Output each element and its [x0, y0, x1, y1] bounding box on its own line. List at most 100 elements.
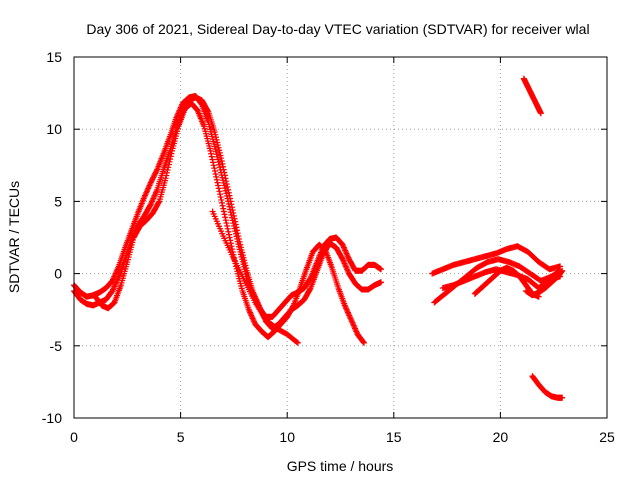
data-point: [167, 153, 174, 160]
data-point: [162, 175, 169, 182]
data-point: [222, 217, 229, 224]
data-point: [167, 156, 174, 163]
series-track-10: [520, 75, 544, 117]
data-point: [307, 286, 314, 293]
chart-title: Day 306 of 2021, Sidereal Day-to-day VTE…: [86, 21, 589, 37]
data-point: [210, 159, 217, 166]
y-tick-label: 0: [54, 266, 62, 282]
data-point: [204, 107, 211, 114]
y-tick-label: 5: [54, 193, 62, 209]
data-point: [215, 185, 222, 192]
data-point: [210, 162, 217, 169]
data-point: [221, 172, 228, 179]
data-point: [227, 198, 234, 205]
data-point: [164, 167, 171, 174]
data-point: [217, 191, 224, 198]
data-point: [360, 339, 367, 346]
plot-frame: [73, 56, 608, 419]
data-point: [163, 169, 170, 176]
data-point: [225, 228, 232, 235]
data-point: [294, 339, 301, 346]
data-point: [209, 156, 216, 163]
data-point: [219, 160, 226, 167]
data-point: [166, 158, 173, 165]
data-point: [232, 221, 239, 228]
data-point: [213, 173, 220, 180]
data-point: [213, 176, 220, 183]
data-point: [212, 170, 219, 177]
data-point: [559, 267, 566, 274]
x-tick-label: 20: [493, 429, 509, 445]
x-tick-label: 25: [599, 429, 615, 445]
data-point: [230, 212, 237, 219]
data-point: [293, 339, 300, 346]
data-point: [289, 303, 296, 310]
y-tick-label: -10: [42, 410, 62, 426]
data-point: [224, 183, 231, 190]
y-tick-label: 10: [46, 121, 62, 137]
data-point: [218, 155, 225, 162]
x-axis-label: GPS time / hours: [287, 458, 394, 474]
data-point: [360, 339, 367, 346]
data-point: [228, 204, 235, 211]
data-point: [163, 172, 170, 179]
data-point: [220, 208, 227, 215]
data-point: [222, 175, 229, 182]
data-point: [225, 189, 232, 196]
data-point: [223, 220, 230, 227]
x-tick-label: 5: [177, 429, 185, 445]
data-point: [232, 218, 239, 225]
data-point: [208, 150, 215, 157]
data-point: [559, 394, 566, 401]
data-point: [235, 233, 242, 240]
data-point: [225, 186, 232, 193]
data-point: [227, 195, 234, 202]
data-point: [234, 227, 241, 234]
ticks: 0 5 10 15 20 25 -10 -5 0 5 10 15: [42, 49, 615, 445]
data-point: [207, 147, 214, 154]
y-tick-label: 15: [46, 49, 62, 65]
data-point: [220, 166, 227, 173]
data-point: [233, 224, 240, 231]
series-track-9: [522, 267, 566, 299]
data-point: [378, 266, 385, 273]
data-point: [378, 279, 385, 286]
data-point: [220, 163, 227, 170]
data-point: [165, 161, 172, 168]
grid: [74, 57, 607, 418]
data-point: [211, 165, 218, 172]
data-point: [221, 169, 228, 176]
data-point: [228, 201, 235, 208]
data-point: [225, 231, 232, 238]
data-point: [214, 179, 221, 186]
data-point: [218, 196, 225, 203]
data-point: [168, 150, 175, 157]
data-point: [216, 188, 223, 195]
data-point: [218, 157, 225, 164]
series-track-3: [92, 100, 367, 346]
series-track-5: [429, 243, 564, 277]
data-point: [208, 153, 215, 160]
x-tick-label: 10: [279, 429, 295, 445]
data-point: [236, 235, 243, 242]
data-point: [234, 230, 241, 237]
data-point: [229, 207, 236, 214]
series-track-4: [209, 208, 301, 346]
series-track-11: [529, 373, 566, 401]
data-point: [231, 215, 238, 222]
data-point: [155, 199, 162, 206]
y-axis-label: SDTVAR / TECUs: [6, 181, 22, 293]
data-point: [236, 238, 243, 245]
data-point: [537, 110, 544, 117]
data-point: [153, 167, 160, 174]
x-tick-label: 15: [386, 429, 402, 445]
data-point: [217, 194, 224, 201]
data-point: [226, 234, 233, 241]
data-point: [226, 192, 233, 199]
data-point: [211, 168, 218, 175]
data-point: [165, 164, 172, 171]
data-layer: [71, 75, 566, 401]
data-point: [224, 222, 231, 229]
data-point: [219, 202, 226, 209]
